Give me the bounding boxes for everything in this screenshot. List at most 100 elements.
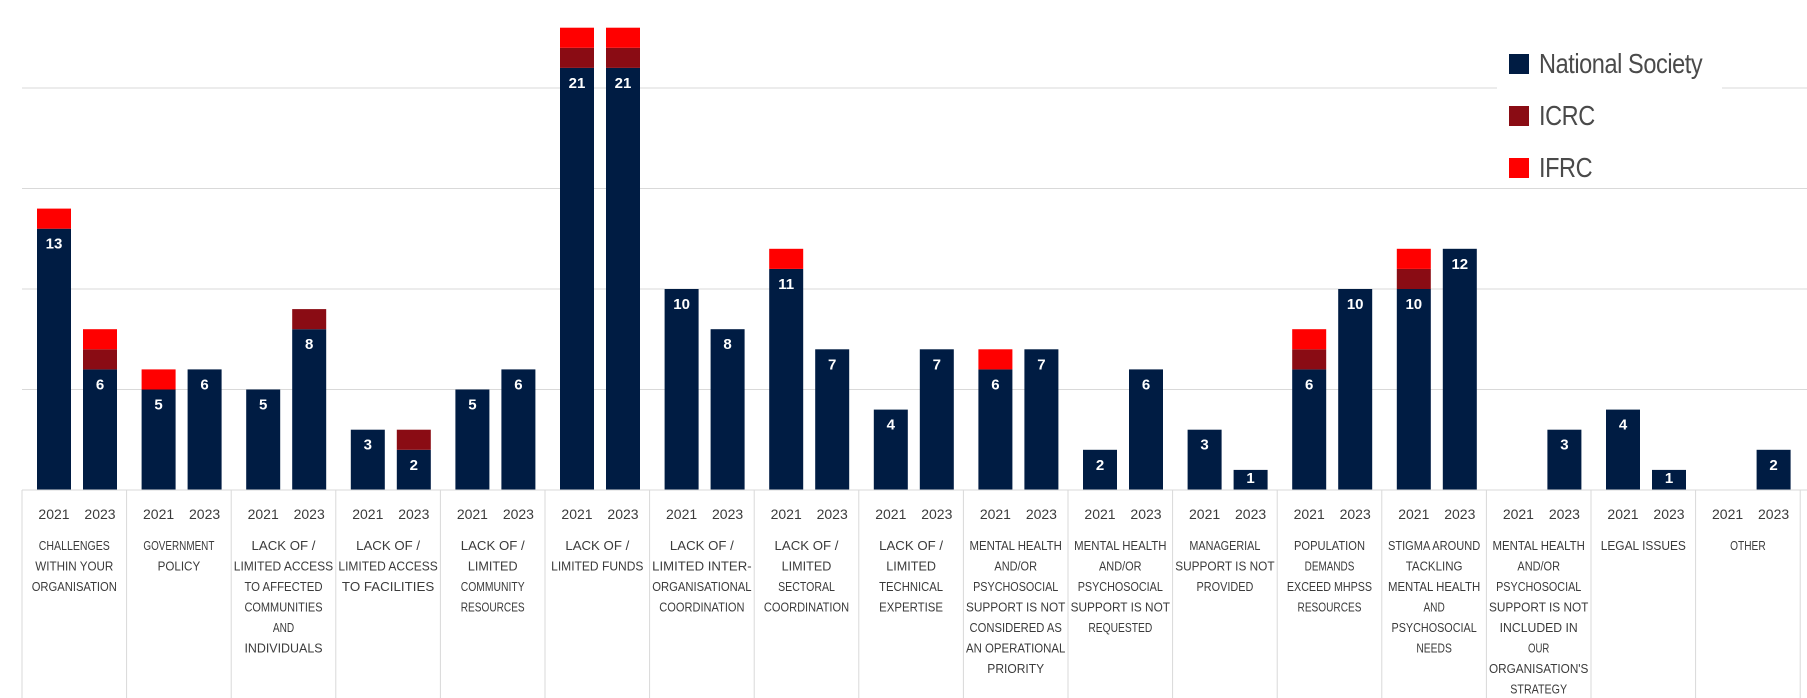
bar-segment-national-society bbox=[1233, 469, 1268, 490]
category-label: POPULATION DEMANDS EXCEED MHPSS RESOURCES bbox=[1287, 539, 1372, 615]
category-label-line: COMMUNITY bbox=[461, 580, 525, 594]
bar-segment-ifrc bbox=[141, 369, 176, 390]
legend-label-national-society: National Society bbox=[1539, 48, 1703, 79]
category-label-line: OTHER bbox=[1730, 539, 1766, 553]
bar-segment-ifrc bbox=[37, 208, 71, 229]
bar-segment-national-society bbox=[1547, 429, 1582, 490]
category-label-line: POPULATION bbox=[1294, 539, 1365, 553]
year-label: 2023 bbox=[1235, 506, 1266, 522]
category-label-line: SECTORAL bbox=[778, 580, 835, 594]
legend-item-ifrc: IFRC bbox=[1509, 148, 1602, 188]
category-label-line: TACKLING bbox=[1406, 560, 1463, 574]
year-label: 2021 bbox=[1084, 506, 1115, 522]
category-label: OTHER bbox=[1730, 539, 1766, 553]
data-label: 6 bbox=[991, 376, 999, 393]
category-label-line: PRIORITY bbox=[987, 662, 1044, 676]
category-label-line: LACK OF / bbox=[670, 539, 734, 553]
category-label-line: LACK OF / bbox=[356, 539, 420, 553]
category-label: MENTAL HEALTH AND/OR PSYCHOSOCIAL SUPPORT I… bbox=[966, 539, 1066, 676]
bar-segment-national-society bbox=[919, 349, 954, 490]
bar-segment-national-society bbox=[873, 409, 908, 490]
category-label-line: COORDINATION bbox=[764, 601, 849, 615]
category-label-line: AND/OR bbox=[1517, 560, 1560, 574]
bar-segment-national-society bbox=[1338, 289, 1373, 490]
category-label-line: TO FACILITIES bbox=[342, 580, 434, 594]
bar-segment-national-society bbox=[292, 329, 327, 490]
year-label: 2023 bbox=[1653, 506, 1684, 522]
category-label-line: LIMITED bbox=[782, 560, 832, 574]
year-label: 2021 bbox=[1607, 506, 1638, 522]
category-label-line: AND bbox=[273, 621, 294, 635]
data-label: 3 bbox=[364, 437, 372, 454]
year-label: 2023 bbox=[1130, 506, 1161, 522]
category-label: CHALLENGES WITHIN YOUR ORGANISATION bbox=[32, 539, 117, 594]
category-label-line: COORDINATION bbox=[659, 601, 744, 615]
bar-segment-national-society bbox=[501, 369, 536, 490]
data-label: 5 bbox=[468, 397, 476, 414]
category-label-line: REQUESTED bbox=[1088, 621, 1152, 635]
bar-segment-icrc bbox=[606, 47, 640, 68]
bar-segment-icrc bbox=[83, 349, 117, 370]
legend-swatch-icrc bbox=[1509, 106, 1529, 126]
category-label-line: SUPPORT IS NOT bbox=[1489, 601, 1589, 615]
year-label: 2023 bbox=[921, 506, 952, 522]
category-label: STIGMA AROUND TACKLING MENTAL HEALTH AND PSY… bbox=[1388, 539, 1480, 656]
year-label: 2023 bbox=[712, 506, 743, 522]
data-label: 2 bbox=[1096, 457, 1104, 474]
data-label: 8 bbox=[723, 336, 731, 353]
category-label-line: LACK OF / bbox=[565, 539, 629, 553]
category-label-line: LIMITED ACCESS bbox=[338, 560, 437, 574]
category-label-line: DEMANDS bbox=[1305, 560, 1355, 574]
category-label-line: AND/OR bbox=[1099, 560, 1142, 574]
category-label-line: MENTAL HEALTH bbox=[1074, 539, 1166, 553]
year-label: 2021 bbox=[248, 506, 279, 522]
year-label: 2021 bbox=[457, 506, 488, 522]
category-label: LACK OF / LIMITED TECHNICAL EXPERTISE bbox=[879, 539, 943, 615]
data-label: 5 bbox=[154, 397, 162, 414]
category-label: MENTAL HEALTH AND/OR PSYCHOSOCIAL SUPPORT I… bbox=[1489, 539, 1589, 697]
category-label-line: COMMUNITIES bbox=[244, 601, 322, 615]
chart-legend: National Society ICRC IFRC bbox=[1497, 40, 1722, 188]
bar-segment-national-society bbox=[1396, 289, 1431, 490]
category-label: LACK OF / LIMITED COMMUNITY RESOURCES bbox=[461, 539, 525, 615]
bar-segment-national-society bbox=[769, 268, 804, 490]
data-label: 1 bbox=[1246, 470, 1254, 487]
category-label-line: PSYCHOSOCIAL bbox=[973, 580, 1058, 594]
data-label: 8 bbox=[305, 336, 313, 353]
data-label: 6 bbox=[96, 376, 104, 393]
category-label-line: LACK OF / bbox=[252, 539, 316, 553]
bar-segment-national-society bbox=[187, 369, 222, 490]
bar-segment-national-society bbox=[1187, 429, 1222, 490]
year-label: 2021 bbox=[352, 506, 383, 522]
category-label: LACK OF / LIMITED ACCESS TO FACILITIES bbox=[338, 539, 437, 594]
data-label: 4 bbox=[1619, 417, 1628, 434]
bar-segment-national-society bbox=[560, 67, 594, 491]
data-label: 6 bbox=[1305, 376, 1313, 393]
year-label: 2021 bbox=[1398, 506, 1429, 522]
legend-label-icrc: ICRC bbox=[1539, 100, 1595, 131]
data-label: 6 bbox=[200, 376, 208, 393]
category-label-line: SUPPORT IS NOT bbox=[1071, 601, 1171, 615]
category-label-line: PROVIDED bbox=[1197, 580, 1254, 594]
category-label-line: STRATEGY bbox=[1510, 683, 1567, 697]
data-label: 21 bbox=[569, 75, 586, 92]
data-label: 7 bbox=[828, 356, 836, 373]
year-label: 2023 bbox=[1444, 506, 1475, 522]
bar-segment-national-society bbox=[1442, 248, 1477, 490]
legend-item-national-society: National Society bbox=[1509, 44, 1733, 84]
bar-segment-national-society bbox=[396, 449, 431, 490]
year-label: 2021 bbox=[1294, 506, 1325, 522]
category-label-line: LACK OF / bbox=[461, 539, 525, 553]
category-label-line: LIMITED bbox=[468, 560, 518, 574]
legend-label-ifrc: IFRC bbox=[1539, 152, 1593, 183]
year-label: 2023 bbox=[294, 506, 325, 522]
bar-segment-national-society bbox=[246, 389, 281, 490]
bar-segment-national-society bbox=[1292, 369, 1327, 490]
year-label: 2021 bbox=[980, 506, 1011, 522]
category-label-line: WITHIN YOUR bbox=[35, 560, 113, 574]
bar-segment-national-society bbox=[664, 289, 699, 490]
bar-segment-national-society bbox=[350, 429, 385, 490]
category-label-line: SUPPORT IS NOT bbox=[966, 601, 1066, 615]
category-label-line: TO AFFECTED bbox=[244, 580, 322, 594]
